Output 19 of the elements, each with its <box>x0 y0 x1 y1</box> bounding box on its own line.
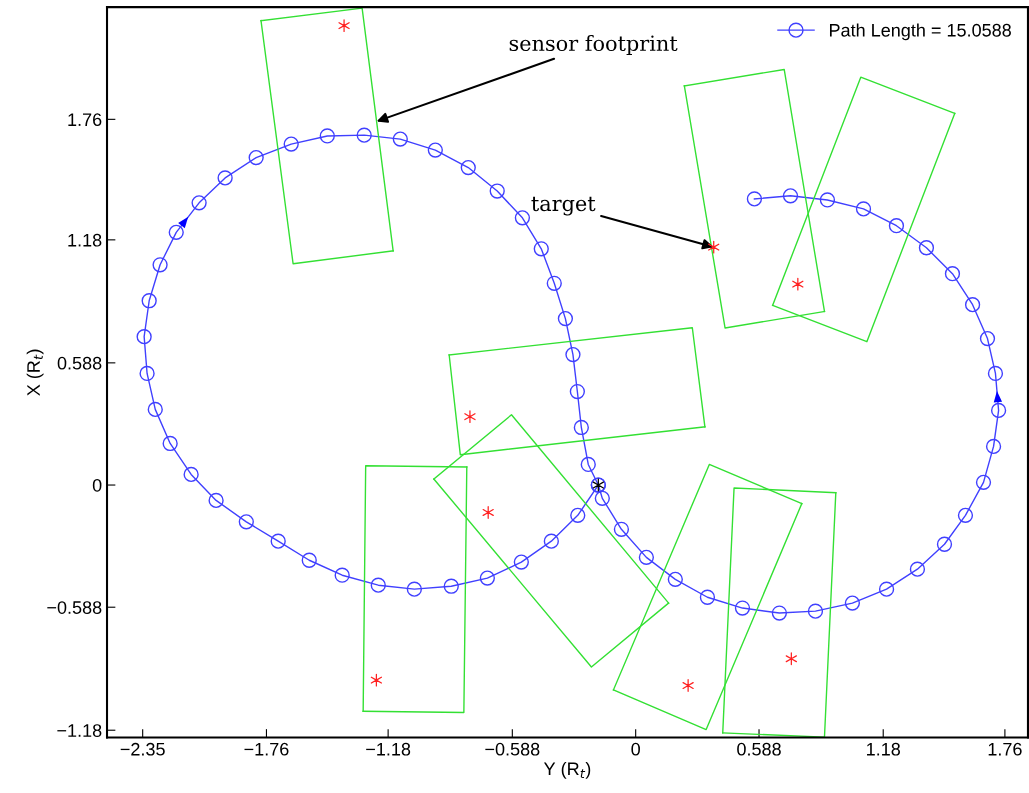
y-tick-label: −1.18 <box>57 724 102 737</box>
x-tick-label: −1.18 <box>366 742 411 756</box>
legend-label: Path Length = 15.0588 <box>829 23 1011 41</box>
annotation: target <box>531 196 596 216</box>
x-tick-label: −0.588 <box>485 742 540 756</box>
y-axis-title: X (R$_{t}$) <box>26 349 44 396</box>
x-tick-label: −1.76 <box>244 742 289 756</box>
y-tick-label: 1.76 <box>68 113 102 127</box>
y-tick-label: 0 <box>92 478 102 492</box>
x-tick-label: 1.76 <box>988 742 1022 756</box>
y-tick-label: 1.18 <box>68 233 102 247</box>
x-axis-title: Y (R$_{t}$) <box>543 761 591 779</box>
x-tick-label: 0 <box>631 742 640 756</box>
x-tick-label: −2.35 <box>120 742 165 756</box>
x-tick-label: 1.18 <box>867 742 901 756</box>
y-tick-label: −0.588 <box>47 601 102 614</box>
x-tick-label: 0.588 <box>737 742 781 756</box>
annotation: sensor footprint <box>509 34 678 56</box>
y-tick-label: 0.588 <box>57 356 102 370</box>
